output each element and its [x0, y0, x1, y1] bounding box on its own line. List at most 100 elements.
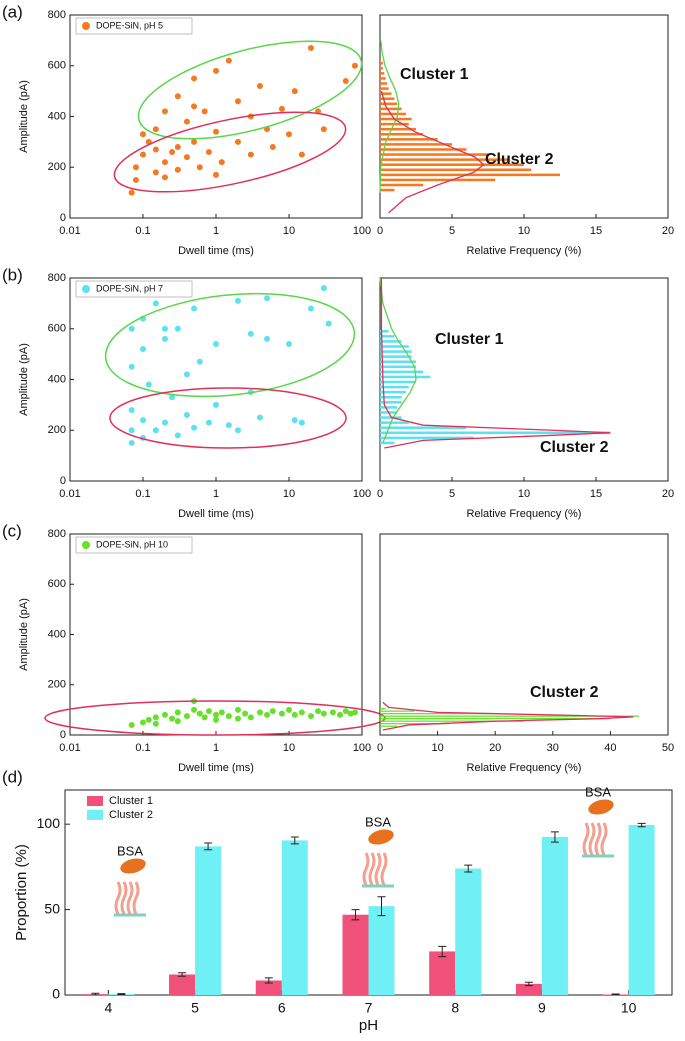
histogram-bar: [380, 87, 389, 90]
scatter-point: [234, 98, 241, 105]
y-tick-label: 600: [48, 323, 66, 335]
x-tick-label: 5: [449, 225, 455, 237]
histogram-bar: [380, 61, 383, 65]
protein-icon: [120, 858, 146, 874]
lipid-icon: [132, 881, 140, 915]
bar: [515, 983, 542, 995]
lipid-icon: [594, 822, 602, 856]
scatter-point: [342, 77, 349, 84]
scatter-point: [225, 57, 232, 64]
histogram-bar: [380, 72, 385, 75]
lipid-icon: [368, 852, 376, 886]
scatter-point: [161, 174, 168, 181]
legend-swatch: [87, 810, 103, 820]
y-tick-label: 400: [48, 628, 66, 640]
scatter-point: [174, 718, 181, 725]
histogram-bar: [380, 380, 416, 384]
error-bar: [377, 896, 386, 917]
scatter-point: [234, 427, 241, 434]
scatter-point: [264, 295, 271, 302]
scatter-point: [140, 417, 146, 424]
y-tick-label: 400: [48, 110, 66, 122]
histogram-bar: [380, 360, 416, 364]
scatter-point: [278, 710, 285, 717]
annotation: BSA: [365, 814, 391, 829]
y-tick-label: 200: [48, 679, 66, 691]
error-bar: [204, 842, 213, 851]
scatter-point: [307, 44, 314, 51]
x-tick-label: 5: [449, 488, 455, 500]
scatter-point: [161, 711, 168, 718]
histogram-bar: [380, 707, 386, 710]
error-bar: [264, 977, 273, 984]
error-bar: [438, 945, 447, 958]
x-tick-label: 0: [377, 225, 383, 237]
error-bar: [524, 981, 533, 987]
scatter-point: [196, 710, 203, 717]
x-tick-label: 0: [377, 742, 383, 754]
histogram-bar: [380, 713, 496, 715]
histogram-bar: [380, 178, 496, 182]
y-tick-label: 800: [48, 9, 66, 21]
plot-frame: [379, 533, 669, 736]
histogram-bar: [380, 723, 450, 725]
histogram-bar: [380, 436, 474, 440]
plot-frame: [69, 277, 363, 482]
bar: [429, 951, 456, 995]
scatter-point: [286, 340, 292, 347]
x-tick-label: 8: [451, 1000, 459, 1016]
legend-label: DOPE-SiN, pH 10: [96, 539, 168, 549]
histogram-bar: [380, 168, 532, 172]
x-tick-label: 1: [213, 225, 219, 237]
legend-marker: [82, 541, 90, 549]
scatter-point: [161, 335, 168, 342]
cluster-label: Cluster 1: [400, 66, 469, 83]
scatter-point: [196, 358, 203, 365]
histogram-bar: [380, 715, 640, 717]
scatter-point: [183, 412, 190, 419]
scatter-point: [152, 300, 159, 307]
scatter-point: [286, 706, 292, 713]
fit-curve: [380, 90, 485, 214]
y-tick-label: 100: [37, 815, 61, 831]
scatter-point: [140, 131, 146, 138]
histogram-bar: [380, 375, 431, 379]
scatter-point: [161, 325, 168, 332]
lipid-icon: [114, 881, 122, 915]
scatter-point: [218, 159, 225, 166]
error-bar: [117, 993, 126, 996]
scatter-point: [247, 714, 254, 721]
scatter-point: [174, 93, 181, 100]
scatter-point: [205, 708, 212, 715]
bar: [255, 980, 282, 995]
histogram-bar: [380, 112, 406, 116]
x-axis-label: Dwell time (ms): [178, 245, 254, 257]
x-axis-label: pH: [359, 1017, 378, 1034]
scatter-point: [298, 151, 305, 158]
scatter-point: [205, 149, 212, 156]
panel-label: (d): [2, 767, 23, 786]
scatter-point: [201, 108, 208, 115]
scatter-point: [128, 363, 135, 370]
y-tick-label: 400: [48, 373, 66, 385]
histogram-bar: [380, 718, 611, 720]
y-tick-label: 0: [60, 212, 66, 224]
lipid-icon: [588, 822, 596, 856]
histogram-bar: [380, 385, 409, 389]
scatter-point: [247, 330, 254, 337]
histogram-bar: [380, 421, 409, 424]
histogram-bar: [380, 345, 409, 348]
cluster-label: Cluster 2: [530, 684, 599, 701]
error-bar: [351, 909, 360, 921]
cluster-ellipse: [104, 292, 356, 398]
bar: [169, 974, 196, 995]
lipid-icon: [120, 881, 128, 915]
histogram-bar: [380, 395, 402, 399]
scatter-point: [191, 706, 198, 713]
scatter-point: [152, 169, 159, 176]
scatter-point: [132, 176, 139, 183]
fit-curve: [380, 278, 611, 449]
cluster-ellipse: [137, 40, 363, 140]
y-tick-label: 600: [48, 60, 66, 72]
